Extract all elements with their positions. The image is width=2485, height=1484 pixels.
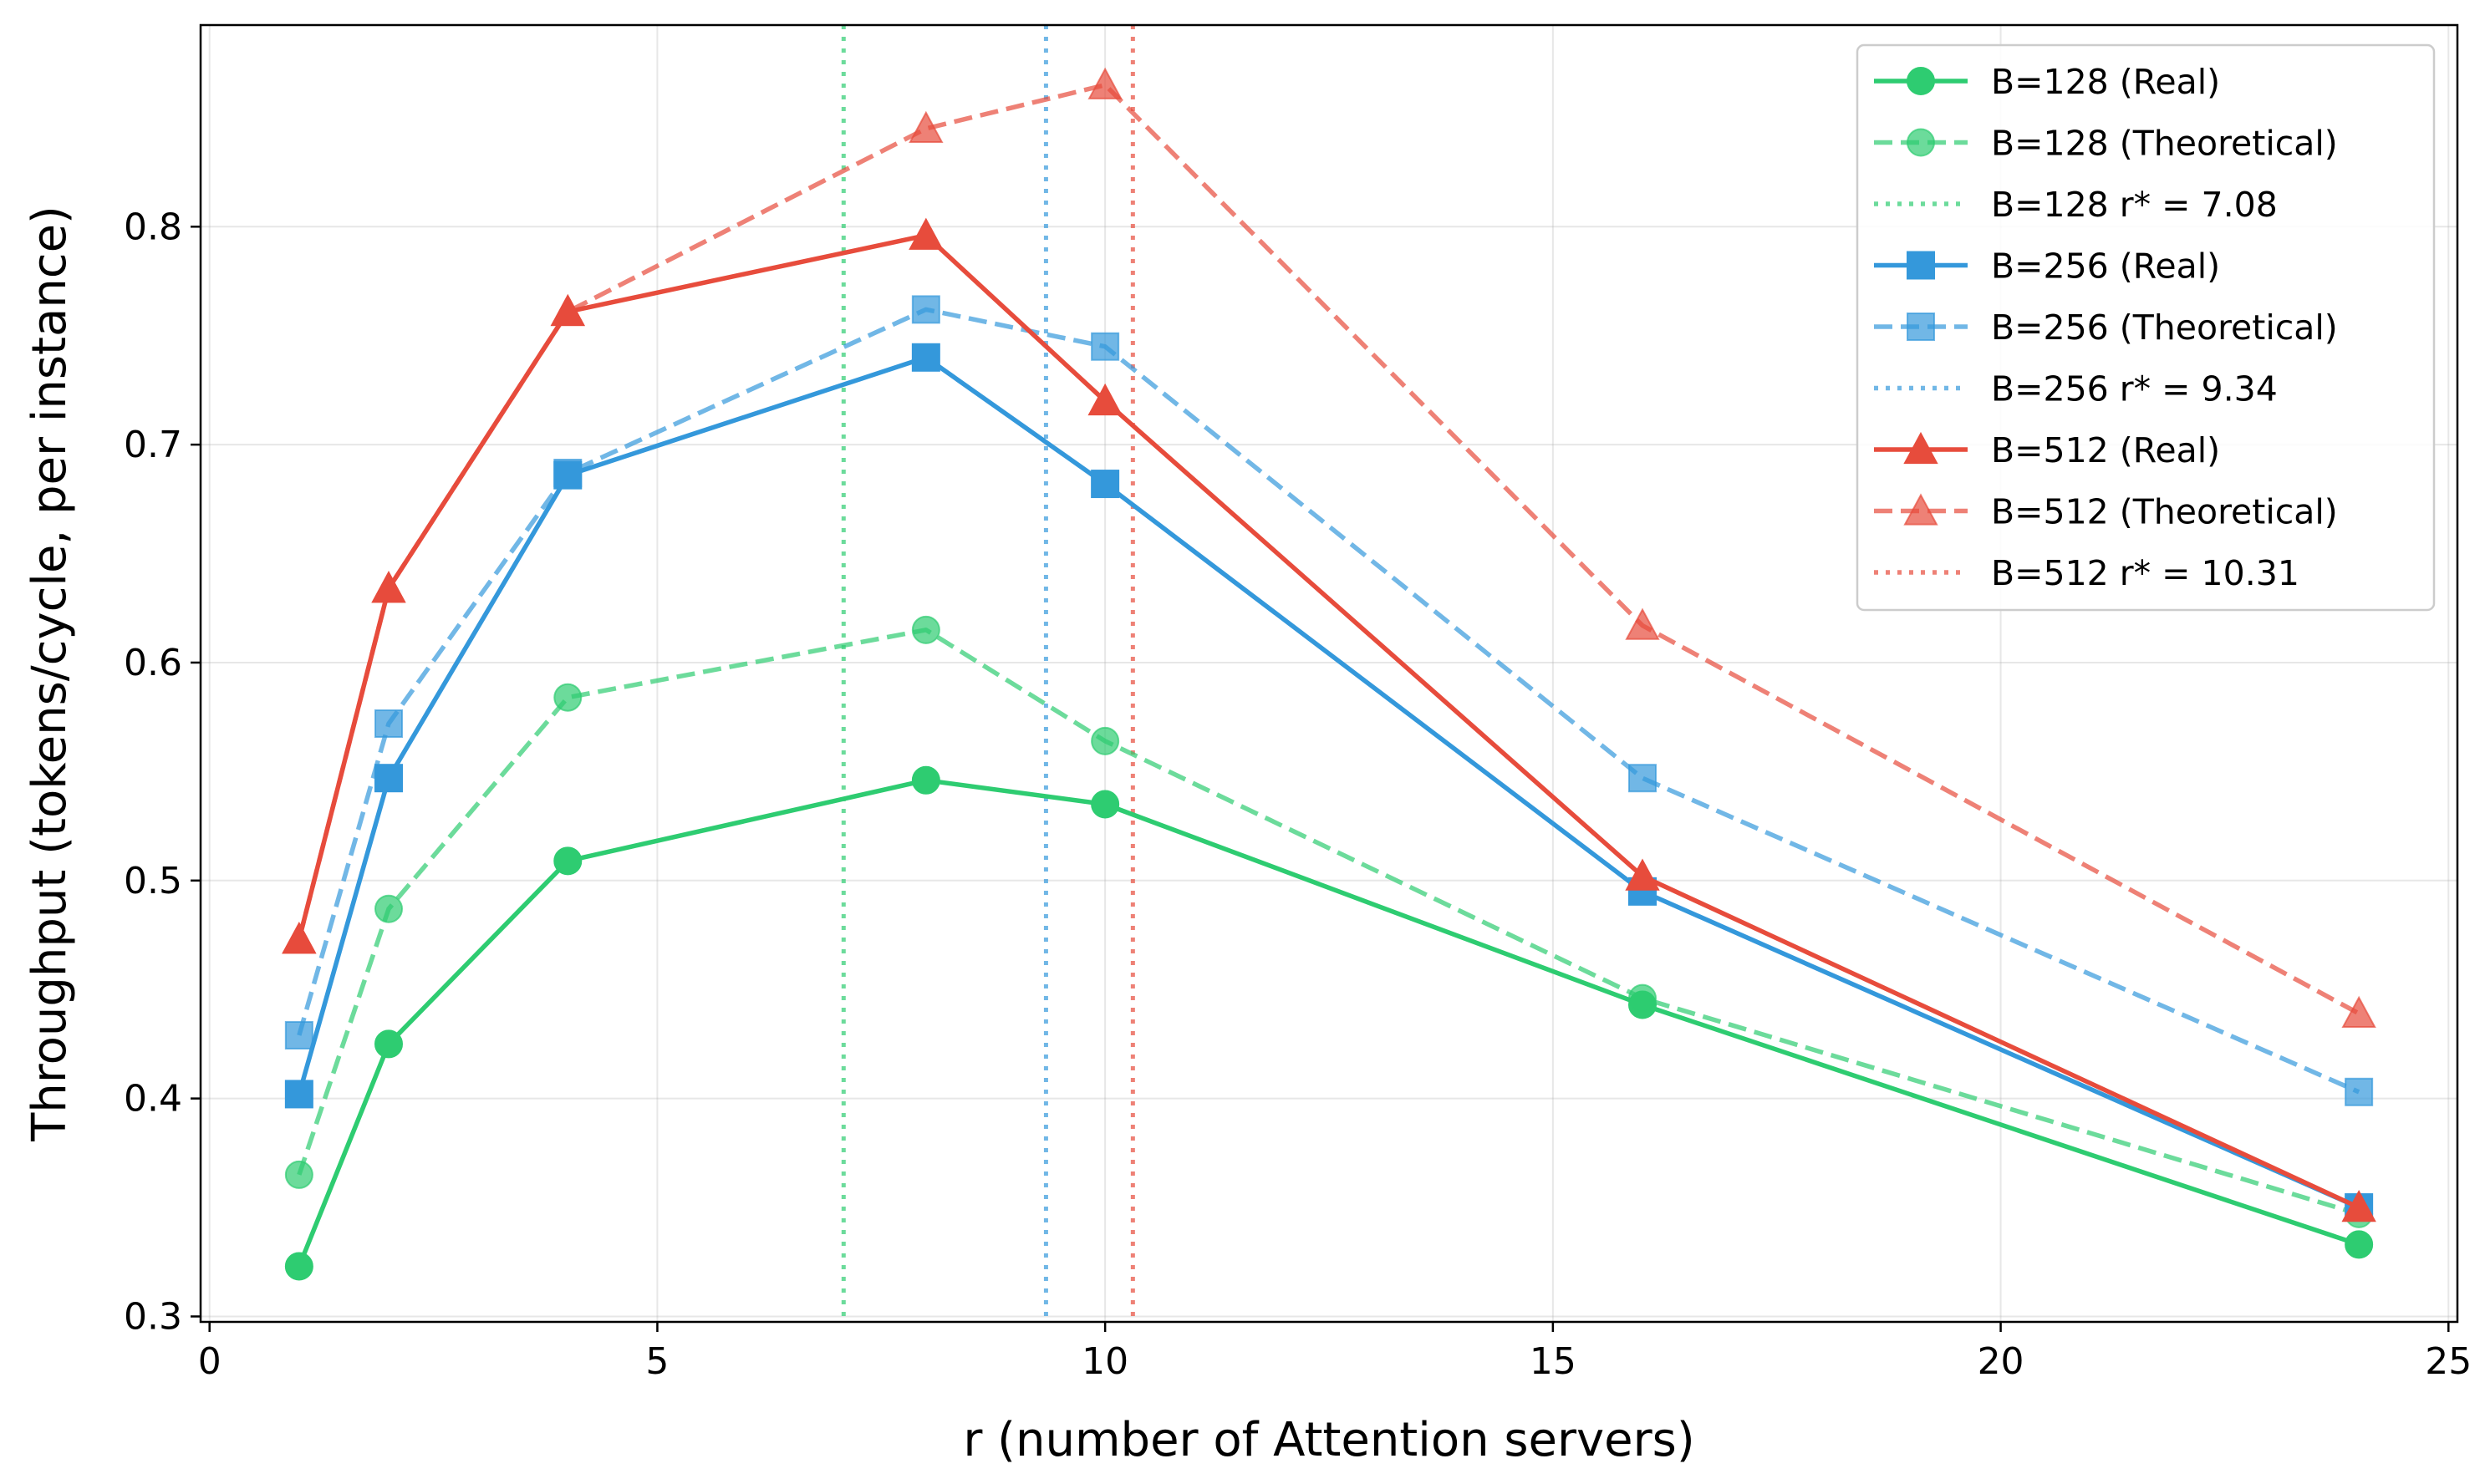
- data-point: [374, 764, 403, 793]
- data-point: [2345, 1077, 2374, 1106]
- legend-entry: B=512 (Theoretical): [1874, 492, 2338, 532]
- data-point: [1625, 607, 1660, 640]
- legend-entry: B=128 (Real): [1874, 62, 2220, 102]
- y-tick-label: 0.8: [124, 206, 182, 248]
- data-point: [1087, 67, 1123, 99]
- data-point: [1625, 858, 1660, 891]
- legend-entry: B=256 (Real): [1874, 246, 2220, 287]
- data-point: [1091, 332, 1120, 361]
- y-tick-label: 0.3: [124, 1295, 182, 1338]
- data-point: [371, 571, 406, 603]
- data-point: [553, 846, 583, 876]
- data-point: [911, 343, 940, 372]
- data-point: [282, 922, 317, 954]
- x-tick-label: 5: [645, 1340, 669, 1383]
- y-tick-label: 0.7: [124, 424, 182, 466]
- series-group: [282, 67, 2376, 1281]
- legend-label: B=256 (Theoretical): [1991, 307, 2338, 348]
- y-axis-label: Throughput (tokens/cycle, per instance): [23, 206, 77, 1142]
- data-point: [284, 1252, 313, 1281]
- series-b-256-theoretical: [284, 295, 2374, 1106]
- data-point: [374, 1029, 403, 1059]
- data-point: [1091, 470, 1120, 499]
- data-point: [911, 765, 940, 795]
- x-tick-label: 15: [1530, 1340, 1576, 1383]
- data-point: [1907, 251, 1935, 280]
- legend-label: B=128 (Theoretical): [1991, 124, 2338, 164]
- series-b-512-theoretical: [282, 67, 2376, 1029]
- legend-entry: B=512 r* = 10.31: [1874, 553, 2299, 593]
- data-point: [284, 1160, 313, 1189]
- legend-label: B=512 (Real): [1991, 430, 2220, 470]
- legend-box: [1856, 43, 2436, 612]
- data-point: [284, 1080, 313, 1109]
- data-point: [374, 709, 403, 738]
- legend-entry: B=256 (Theoretical): [1874, 307, 2338, 348]
- data-point: [1903, 493, 1938, 526]
- x-tick-label: 10: [1082, 1340, 1128, 1383]
- data-point: [1628, 983, 1657, 1013]
- data-point: [1628, 764, 1657, 793]
- data-point: [1907, 128, 1935, 157]
- data-point: [1091, 726, 1120, 755]
- legend-label: B=256 r* = 9.34: [1991, 369, 2278, 409]
- legend-label: B=256 (Real): [1991, 246, 2220, 287]
- data-point: [1907, 313, 1935, 341]
- x-tick-label: 25: [2425, 1340, 2472, 1383]
- data-point: [911, 295, 940, 324]
- y-tick-label: 0.5: [124, 860, 182, 902]
- data-point: [284, 1020, 313, 1049]
- legend-label: B=512 r* = 10.31: [1991, 553, 2299, 593]
- legend: B=128 (Real) B=128 (Theoretical) B=128 r* …: [1856, 43, 2436, 612]
- legend-entry: B=256 r* = 9.34: [1874, 369, 2278, 409]
- data-point: [553, 683, 583, 712]
- legend-label: B=128 (Real): [1991, 62, 2220, 102]
- data-point: [2345, 1230, 2374, 1259]
- data-point: [2341, 1189, 2376, 1222]
- legend-label: B=512 (Theoretical): [1991, 492, 2338, 532]
- data-point: [1087, 383, 1123, 416]
- x-axis-label: r (number of Attention servers): [963, 1413, 1694, 1467]
- legend-entry: B=512 (Real): [1874, 430, 2220, 470]
- data-point: [374, 894, 403, 923]
- legend-entry: B=128 (Theoretical): [1874, 124, 2338, 164]
- data-point: [1907, 67, 1935, 95]
- x-tick-label: 0: [198, 1340, 222, 1383]
- data-point: [909, 110, 944, 144]
- data-point: [909, 217, 944, 250]
- data-point: [1091, 790, 1120, 819]
- x-axis-ticks: 0 5 10 15 20 25: [198, 1322, 2472, 1383]
- plot-frame: [199, 23, 2459, 1324]
- y-tick-label: 0.4: [124, 1078, 182, 1121]
- legend-entry: B=128 r* = 7.08: [1874, 185, 2278, 225]
- data-point: [2341, 995, 2376, 1029]
- y-axis-ticks: 0.3 0.4 0.5 0.6 0.7 0.8: [124, 206, 201, 1338]
- x-tick-label: 20: [1978, 1340, 2024, 1383]
- data-point: [1903, 431, 1938, 465]
- data-point: [553, 459, 583, 488]
- data-point: [550, 293, 585, 327]
- y-tick-label: 0.6: [124, 642, 182, 684]
- legend-label: B=128 r* = 7.08: [1991, 185, 2278, 225]
- data-point: [911, 615, 940, 644]
